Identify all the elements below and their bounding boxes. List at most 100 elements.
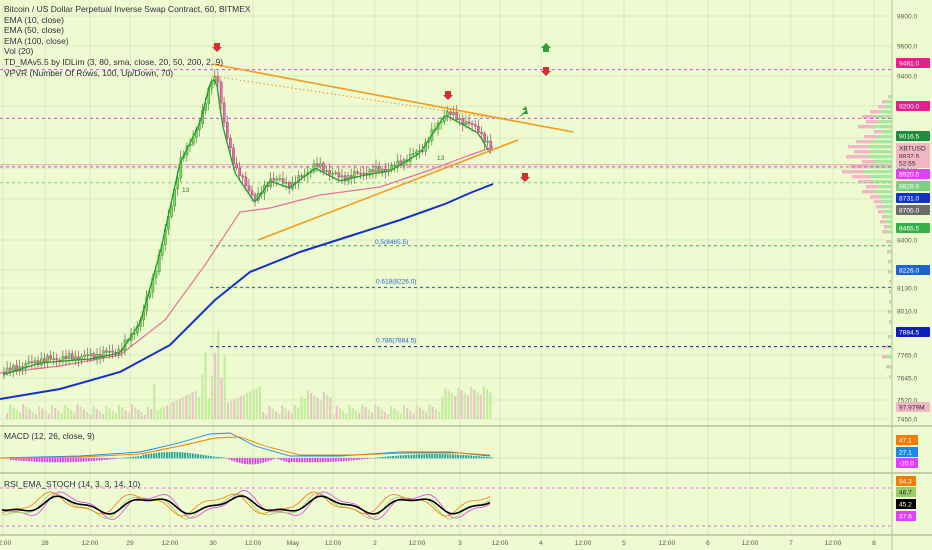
vpvr-bar-down [878, 105, 884, 109]
candle-body [415, 151, 418, 154]
macd-histogram-bar [54, 458, 56, 463]
volume-bar [252, 389, 255, 419]
vpvr-bar-up [890, 270, 892, 274]
macd-histogram-bar [15, 458, 17, 461]
price-tag [896, 205, 930, 215]
time-tick-label: 12:00 [325, 540, 342, 547]
macd-histogram-bar [28, 458, 30, 462]
candle-body [238, 167, 242, 177]
macd-histogram-bar [101, 458, 103, 461]
candle-body [176, 177, 180, 190]
macd-label[interactable]: MACD (12, 26, close, 9) [4, 431, 95, 441]
volume-bar [322, 392, 325, 419]
vpvr-bar-up [870, 175, 892, 179]
indicator-vol[interactable]: Vol (20) [4, 46, 34, 57]
indicator-tdma[interactable]: TD_MAv5.5 by IDLim (3, 80, sma, close, 2… [4, 56, 224, 67]
macd-histogram-bar [155, 452, 158, 459]
vpvr-bar-down [886, 365, 889, 369]
candle-body [64, 356, 68, 359]
rsi-tag [896, 487, 916, 497]
candle-body [371, 169, 375, 173]
macd-histogram-bar [95, 458, 98, 461]
volume-bar [412, 413, 415, 419]
macd-histogram-bar [262, 458, 264, 463]
macd-histogram-bar [465, 455, 467, 459]
candle-body [470, 123, 474, 125]
macd-histogram-bar [444, 454, 446, 459]
volume-bar [140, 412, 143, 419]
volume-bar [258, 386, 261, 419]
candle-body [480, 132, 483, 134]
macd-histogram-bar [272, 458, 275, 460]
volume-bar [450, 393, 453, 419]
volume-bar [31, 411, 34, 419]
rsi-label[interactable]: RSI_EMA_STOCH (14, 3, 3, 14, 10) [4, 479, 141, 489]
indicator-vpvr[interactable]: VPVR (Number Of Rows, 100, Up/Down, 70) [4, 67, 174, 78]
vpvr-bar-down [888, 270, 890, 274]
vpvr-bar-up [889, 365, 892, 369]
sell-arrow-icon [541, 67, 551, 76]
macd-histogram-bar [288, 458, 290, 463]
time-tick-label: 5 [622, 540, 626, 547]
macd-histogram-bar [485, 456, 488, 459]
price-tick-label: 8130.0 [897, 286, 918, 293]
volume-bar [63, 404, 66, 419]
macd-histogram-bar [233, 458, 236, 462]
vpvr-bar-down [864, 135, 877, 139]
price-tag-label: 8705.0 [899, 207, 920, 214]
macd-histogram-bar [82, 458, 85, 462]
indicator-ema10[interactable]: EMA (10, close) [4, 14, 64, 25]
volume-bar [236, 397, 239, 419]
volume-bar [447, 390, 450, 419]
macd-histogram-bar [163, 452, 166, 459]
volume-bar [463, 392, 466, 419]
volume-bar [473, 389, 476, 419]
volume-bar [422, 410, 425, 419]
indicator-ema100[interactable]: EMA (100, close) [4, 35, 69, 46]
vpvr-bar-up [884, 210, 892, 214]
volume-bar [262, 412, 265, 419]
macd-histogram-bar [62, 458, 64, 463]
macd-histogram-bar [483, 456, 485, 459]
macd-histogram-bar [181, 452, 184, 459]
macd-histogram-bar [197, 454, 199, 459]
vpvr-bar-down [889, 300, 890, 304]
macd-histogram-bar [324, 458, 327, 463]
vpvr-bar-down [862, 115, 875, 119]
volume-bar [316, 398, 319, 419]
macd-histogram-bar [311, 458, 314, 463]
macd-tag [896, 435, 918, 445]
vpvr-bar-up [880, 195, 892, 199]
volume-bar [105, 405, 108, 419]
macd-histogram-bar [475, 455, 478, 459]
macd-histogram-bar [387, 456, 389, 459]
indicator-ema50[interactable]: EMA (50, close) [4, 25, 64, 36]
vpvr-bar-down [886, 240, 889, 244]
volume-bar [182, 397, 185, 419]
volume-bar [201, 374, 204, 419]
macd-histogram-bar [218, 457, 220, 459]
vpvr-bar-up [871, 150, 892, 154]
candle-body [244, 176, 248, 187]
volume-bar [188, 393, 191, 419]
macd-histogram-bar [366, 458, 368, 459]
trendlines [211, 63, 574, 241]
symbol-title[interactable]: Bitcoin / US Dollar Perpetual Inverse Sw… [4, 4, 251, 14]
volume-bar [146, 406, 149, 419]
volume-bar [70, 410, 73, 419]
price-tag [896, 402, 930, 412]
price-tick-label: 7450.0 [897, 417, 918, 424]
time-tick-label: 12:00 [245, 540, 262, 547]
volume-bar [486, 389, 489, 419]
macd-histogram-bar [340, 458, 342, 462]
volume-bar [18, 412, 21, 419]
macd-histogram-bar [454, 454, 457, 459]
macd-tag-label: 27.1 [899, 449, 912, 456]
volume-bar [162, 406, 165, 419]
macd-histogram-bar [158, 452, 160, 459]
macd-histogram-bar [20, 458, 23, 461]
volume-bar [345, 413, 348, 419]
